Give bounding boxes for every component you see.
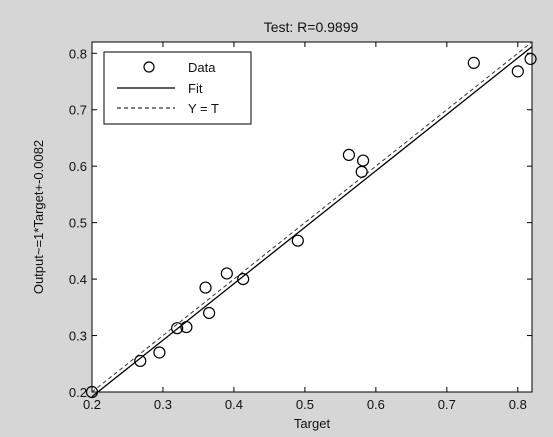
data-point <box>220 267 233 280</box>
legend-label-data: Data <box>188 60 216 75</box>
data-point <box>524 52 537 66</box>
y-axis-label: Output~=1*Target+-0.0082 <box>31 140 46 294</box>
y-tick-label: 0.3 <box>69 329 87 344</box>
x-tick-label: 0.4 <box>225 397 243 412</box>
y-tick-label: 0.5 <box>69 216 87 231</box>
legend-label-yt: Y = T <box>188 101 219 116</box>
legend-data-marker <box>143 61 155 73</box>
data-point <box>467 56 480 69</box>
y-tick-label: 0.6 <box>69 159 87 174</box>
data-point <box>134 354 147 368</box>
data-point <box>85 385 99 399</box>
x-tick-label: 0.2 <box>83 397 101 412</box>
chart-title: Test: R=0.9899 <box>264 19 359 35</box>
data-point <box>180 320 193 334</box>
data-points <box>85 52 537 399</box>
data-point <box>171 322 184 335</box>
legend-label-fit: Fit <box>188 81 203 96</box>
y-equals-t-line <box>91 41 533 393</box>
x-axis-label: Target <box>294 416 331 431</box>
x-tick-label: 0.8 <box>509 397 527 412</box>
y-tick-label: 0.4 <box>69 272 87 287</box>
y-tick-label: 0.8 <box>69 46 87 61</box>
x-tick-label: 0.6 <box>367 397 385 412</box>
series-lines <box>91 41 533 398</box>
y-tick-label: 0.2 <box>69 385 87 400</box>
data-point <box>199 281 212 294</box>
fit-line <box>91 46 533 398</box>
data-point <box>153 346 166 359</box>
data-point <box>356 154 370 167</box>
axis-ticks: 0.2 0.3 0.4 0.5 0.6 0.7 0.8 0.2 0.3 0.4 0.5 0.6 0.7 0… <box>69 42 532 412</box>
data-point <box>237 272 250 286</box>
x-tick-label: 0.5 <box>296 397 314 412</box>
data-point <box>511 65 524 78</box>
legend: Data Fit Y = T <box>103 51 252 125</box>
data-point <box>202 306 216 320</box>
data-point <box>291 234 304 247</box>
y-tick-label: 0.7 <box>69 103 87 118</box>
data-point <box>342 148 356 162</box>
x-tick-label: 0.3 <box>154 397 172 412</box>
x-tick-label: 0.7 <box>438 397 456 412</box>
